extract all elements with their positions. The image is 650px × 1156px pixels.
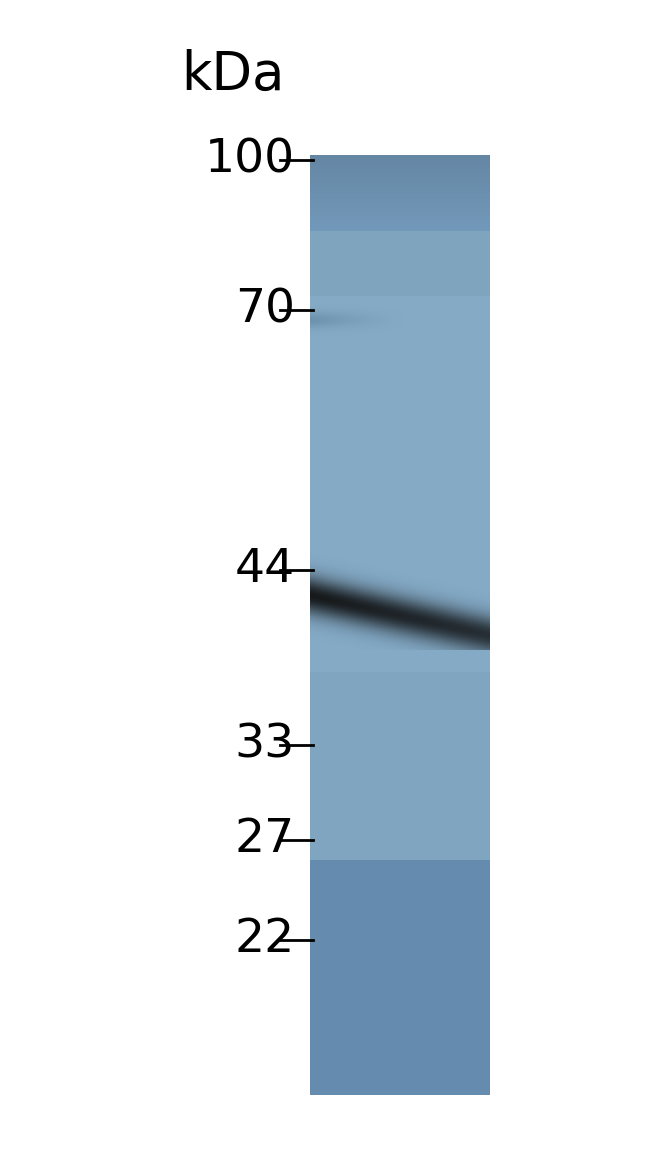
Text: 44: 44	[235, 548, 295, 593]
Text: kDa: kDa	[181, 49, 285, 101]
Text: 100: 100	[205, 138, 295, 183]
Text: 27: 27	[235, 817, 295, 862]
Text: 22: 22	[235, 918, 295, 963]
Text: 70: 70	[235, 288, 295, 333]
Text: 33: 33	[235, 722, 295, 768]
